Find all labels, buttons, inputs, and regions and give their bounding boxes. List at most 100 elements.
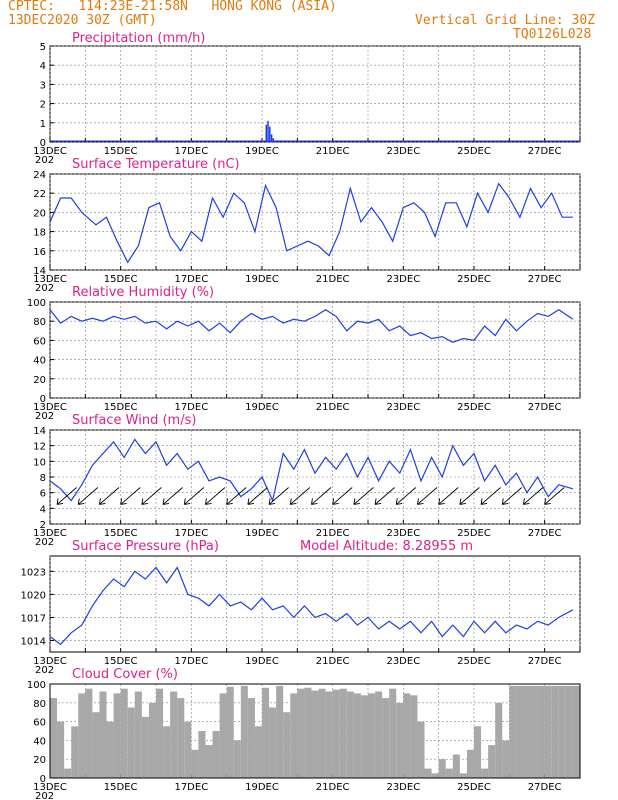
pressure-frame (49, 555, 581, 653)
temperature-x-label: 27DEC (528, 274, 562, 285)
wind-ytick-label: 2 (40, 520, 46, 531)
precip-bar (269, 126, 271, 142)
precip-x-label: 23DEC (386, 146, 420, 157)
cloud-bar (233, 740, 241, 778)
cloud-bar (148, 702, 156, 778)
wind-arrow (353, 487, 374, 505)
temperature-ytick-label: 24 (33, 170, 46, 181)
precip-year-stub: 202 (35, 155, 54, 166)
wind-arrow-head (56, 498, 64, 505)
wind-ytick-label: 8 (40, 473, 46, 484)
cloud-bar (382, 698, 390, 778)
wind-arrow-head (417, 498, 424, 505)
pressure-x-label: 25DEC (457, 656, 491, 667)
humidity-ytick-label: 100 (27, 298, 46, 309)
cloud-ytick-label: 60 (33, 718, 46, 729)
cloud-bar (360, 695, 368, 778)
humidity-x-label: 27DEC (528, 402, 562, 413)
cloud-bar (452, 754, 460, 778)
wind-x-label: 15DEC (104, 528, 138, 539)
cloud-bar (459, 773, 467, 778)
temperature-x-label: 21DEC (316, 274, 350, 285)
wind-x-label: 19DEC (245, 528, 279, 539)
precip-bar (272, 138, 275, 142)
precip-ytick-label: 0 (40, 138, 46, 149)
wind-arrow-head (544, 498, 551, 505)
pressure-x-label: 21DEC (316, 656, 350, 667)
cloud-bar (247, 698, 255, 778)
precip-bar (495, 141, 497, 142)
cloud-bar (318, 688, 326, 778)
wind-arrow (395, 487, 417, 505)
humidity-x-label: 23DEC (386, 402, 420, 413)
cloud-bar (368, 693, 376, 778)
wind-arrow-head (162, 498, 170, 505)
precip-ytick-label: 3 (40, 80, 46, 91)
pressure-x-label: 15DEC (104, 656, 138, 667)
cloud-bar (530, 685, 538, 778)
wind-arrow (311, 487, 332, 505)
wind-year-stub: 202 (35, 537, 54, 548)
cloud-bar (495, 702, 503, 778)
cloud-bar (572, 685, 580, 778)
temperature-x-label: 23DEC (386, 274, 420, 285)
precip-x-label: 13DEC (33, 146, 67, 157)
cloud-bar (141, 716, 149, 778)
wind-arrow (459, 487, 480, 505)
cloud-bar (339, 688, 347, 778)
temperature-x-label: 25DEC (457, 274, 491, 285)
cloud-bar (410, 695, 418, 778)
pressure-year-stub: 202 (35, 665, 54, 676)
header-station: CPTEC: 114:23E-21:58N HONG KONG (ASIA) (8, 0, 337, 14)
precip-title: Precipitation (mm/h) (72, 31, 205, 46)
header-date: 13DEC2020 30Z (GMT) (8, 13, 157, 28)
humidity-x-label: 15DEC (104, 402, 138, 413)
cloud-bar (156, 688, 164, 778)
cloud-x-label: 13DEC (33, 782, 67, 793)
humidity-year-stub: 202 (35, 411, 54, 422)
cloud-bar (184, 721, 192, 778)
wind-arrow (374, 487, 395, 505)
cloud-x-label: 27DEC (528, 782, 562, 793)
wind-arrow (141, 487, 162, 505)
humidity-title: Relative Humidity (%) (72, 285, 214, 300)
wind-arrow (544, 487, 565, 505)
precip-frame (49, 45, 581, 143)
precip-x-label: 27DEC (528, 146, 562, 157)
cloud-bar (226, 686, 234, 778)
wind-arrow (332, 487, 353, 505)
wind-arrow-head (226, 498, 233, 505)
precip-bar (156, 137, 158, 142)
temperature-x-label: 13DEC (33, 274, 67, 285)
wind-ytick-label: 14 (33, 426, 46, 437)
cloud-x-label: 25DEC (457, 782, 491, 793)
cloud-bar (64, 768, 72, 778)
wind-ytick-label: 4 (40, 504, 46, 515)
pressure-ytick-label: 1014 (21, 636, 46, 647)
precip-x-label: 25DEC (457, 146, 491, 157)
cloud-bar (276, 685, 284, 778)
cloud-bar (290, 693, 298, 778)
precip-ytick-label: 4 (40, 61, 46, 72)
temperature-frame (49, 173, 581, 271)
temperature-x-label: 19DEC (245, 274, 279, 285)
wind-arrow (289, 487, 311, 505)
header-run-id: TQ0126L028 (513, 27, 592, 42)
humidity-x-label: 25DEC (457, 402, 491, 413)
cloud-bar (346, 691, 354, 778)
cloud-x-label: 15DEC (104, 782, 138, 793)
wind-arrow-head (141, 498, 148, 505)
wind-arrow (120, 487, 141, 505)
humidity-ytick-label: 20 (33, 375, 46, 386)
cloud-bar (424, 768, 432, 778)
wind-arrow-head (480, 498, 488, 505)
wind-arrow (417, 487, 438, 505)
wind-series-line (49, 438, 574, 503)
cloud-bar (417, 721, 425, 778)
cloud-bar (198, 731, 206, 778)
cloud-bar (212, 731, 220, 778)
cloud-bar (466, 749, 474, 778)
wind-arrow (162, 487, 183, 505)
cloud-bar (262, 687, 270, 778)
